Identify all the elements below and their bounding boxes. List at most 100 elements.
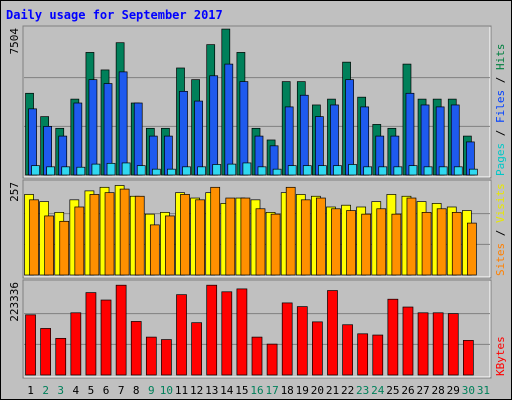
bar-pages-day-3	[61, 166, 71, 176]
bar-kbytes-day-7	[115, 284, 127, 376]
bar-kbytes-day-18	[281, 302, 293, 376]
panel-1: 7504 Pages / Files / Hits	[8, 25, 507, 179]
bar-pages-day-6	[106, 162, 116, 176]
axis-label-part: /	[494, 70, 507, 90]
bar-files-day-12	[194, 100, 203, 176]
x-tick-label-day-11: 11	[175, 384, 188, 397]
bar-files-day-28	[435, 106, 445, 176]
bar-sites-day-30	[467, 222, 477, 276]
x-tick-label-day-4: 4	[73, 384, 80, 397]
bar-kbytes-day-16	[251, 336, 263, 376]
bar-sites-day-27	[421, 212, 432, 276]
bar-kbytes-day-22	[342, 324, 353, 376]
bar-files-day-7	[118, 71, 128, 176]
x-tick-label-day-5: 5	[88, 384, 95, 397]
bar-files-day-11	[179, 90, 188, 176]
axis-label-part: Visits	[494, 183, 507, 223]
bar-pages-day-13	[212, 164, 222, 176]
bar-pages-day-24	[378, 166, 388, 176]
bar-sites-day-25	[391, 213, 402, 276]
bar-files-day-6	[103, 83, 113, 176]
bar-kbytes-day-29	[447, 313, 459, 376]
bar-sites-day-1	[29, 199, 39, 276]
bar-kbytes-day-26	[402, 306, 414, 376]
bar-sites-day-16	[255, 208, 266, 276]
series-axis-label: Pages / Files / Hits	[494, 44, 507, 177]
y-max-label: 7504	[8, 28, 21, 55]
bar-files-day-14	[224, 63, 234, 176]
x-tick-label-day-28: 28	[432, 384, 445, 397]
bar-pages-day-11	[182, 166, 191, 176]
bar-sites-day-15	[240, 197, 251, 276]
bar-sites-day-23	[361, 213, 372, 276]
bar-pages-day-1	[31, 165, 40, 176]
bar-pages-day-16	[257, 166, 267, 176]
bar-pages-day-7	[121, 162, 131, 176]
bar-sites-day-12	[195, 199, 205, 276]
x-tick-label-day-23: 23	[356, 384, 369, 397]
bar-sites-day-4	[74, 206, 85, 276]
bar-files-day-15	[239, 81, 249, 176]
x-tick-label-day-1: 1	[27, 384, 34, 397]
bar-pages-day-10	[167, 168, 176, 176]
bar-kbytes-day-19	[296, 306, 308, 376]
y-max-label: 223336	[8, 282, 21, 322]
chart-panels: 7504 Pages / Files / Hits 257 Sites / Visit…	[8, 25, 507, 379]
x-tick-label-day-19: 19	[296, 384, 309, 397]
bar-kbytes-day-11	[176, 294, 187, 376]
x-tick-label-day-7: 7	[118, 384, 125, 397]
x-tick-label-day-24: 24	[371, 384, 385, 397]
bar-kbytes-day-1	[25, 314, 36, 376]
bar-kbytes-day-28	[432, 312, 444, 376]
bar-sites-day-3	[59, 220, 70, 276]
bar-files-day-19	[299, 94, 309, 176]
bar-kbytes-day-10	[161, 339, 172, 376]
bar-files-day-29	[450, 104, 460, 176]
bar-kbytes-day-17	[266, 343, 278, 376]
bar-files-day-8	[133, 102, 143, 176]
bar-pages-day-2	[46, 166, 55, 176]
x-tick-label-day-18: 18	[281, 384, 294, 397]
bar-kbytes-day-2	[40, 328, 51, 376]
bar-kbytes-day-23	[357, 333, 369, 376]
x-tick-label-day-3: 3	[57, 384, 64, 397]
x-tick-label-day-21: 21	[326, 384, 339, 397]
series-axis-label: KBytes	[494, 336, 507, 376]
bar-kbytes-day-27	[417, 312, 429, 376]
bar-pages-day-17	[272, 168, 282, 176]
axis-label-part: Pages	[494, 143, 507, 176]
bar-sites-day-6	[104, 192, 115, 276]
x-tick-label-day-13: 13	[205, 384, 218, 397]
axis-label-part: Sites	[494, 243, 507, 276]
bar-kbytes-day-24	[372, 334, 384, 376]
bar-kbytes-day-21	[327, 290, 338, 376]
x-tick-label-day-25: 25	[386, 384, 399, 397]
panel-3: 223336 KBytes	[8, 279, 507, 379]
axis-label-part: KBytes	[494, 336, 507, 376]
axis-label-part: Hits	[494, 44, 507, 71]
x-tick-label-day-12: 12	[190, 384, 203, 397]
bar-kbytes-day-25	[387, 298, 399, 376]
axis-label-part: Files	[494, 90, 507, 123]
bar-sites-day-29	[451, 212, 462, 276]
bar-sites-day-17	[270, 213, 281, 276]
bar-pages-day-23	[363, 166, 373, 176]
bar-files-day-4	[73, 102, 83, 176]
bar-pages-day-27	[423, 166, 433, 176]
bar-pages-day-8	[136, 165, 146, 176]
x-tick-label-day-27: 27	[416, 384, 429, 397]
bar-files-day-27	[420, 104, 430, 176]
series-kbytes	[25, 284, 474, 376]
bar-pages-day-9	[151, 168, 161, 176]
y-max-label: 257	[8, 182, 21, 202]
x-tick-label-day-29: 29	[447, 384, 460, 397]
bar-sites-day-20	[316, 197, 326, 276]
x-tick-label-day-22: 22	[341, 384, 354, 397]
bar-pages-day-22	[348, 164, 357, 176]
bar-sites-day-26	[406, 197, 417, 276]
bar-files-day-21	[330, 104, 339, 176]
x-tick-label-day-2: 2	[42, 384, 49, 397]
bar-pages-day-25	[393, 166, 403, 176]
bar-sites-day-8	[134, 195, 145, 276]
bar-files-day-26	[405, 92, 415, 176]
